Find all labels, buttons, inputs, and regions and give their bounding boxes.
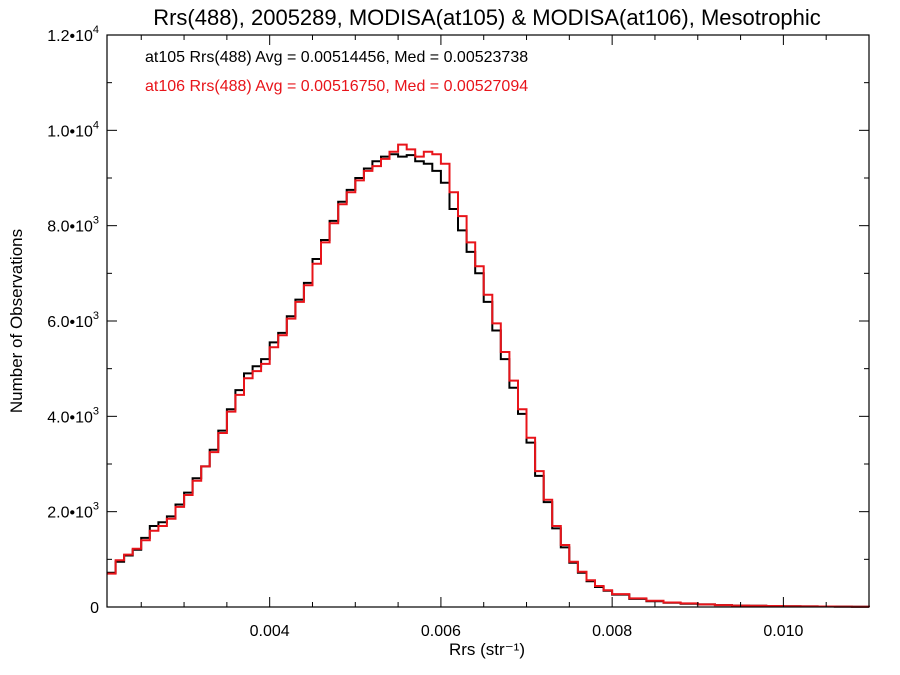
x-tick-label: 0.004 bbox=[250, 623, 290, 640]
y-tick-label: 6.0•103 bbox=[47, 310, 99, 331]
y-tick-label: 4.0•103 bbox=[47, 405, 99, 426]
x-axis-label: Rrs (str⁻¹) bbox=[449, 640, 525, 659]
x-tick-label: 0.010 bbox=[763, 623, 803, 640]
y-tick-label: 1.2•104 bbox=[47, 24, 99, 45]
x-tick-label: 0.008 bbox=[592, 623, 632, 640]
series-line-0 bbox=[107, 153, 870, 608]
labels-layer: 0.004 0.006 0.008 0.010 0 2.0•103 4.0•103 6.0•1… bbox=[47, 24, 803, 640]
series-line-1 bbox=[107, 143, 870, 608]
y-tick-label: 0 bbox=[90, 600, 99, 617]
y-axis-label: Number of Observations bbox=[7, 229, 26, 413]
ticks-layer bbox=[107, 34, 869, 608]
series-layer bbox=[107, 143, 870, 608]
chart-title: Rrs(488), 2005289, MODISA(at105) & MODIS… bbox=[153, 5, 821, 30]
plot-frame bbox=[106, 34, 870, 608]
y-tick-label: 2.0•103 bbox=[47, 501, 99, 522]
x-tick-label: 0.006 bbox=[421, 623, 461, 640]
y-tick-label: 8.0•103 bbox=[47, 215, 99, 236]
y-tick-label: 1.0•104 bbox=[47, 119, 99, 140]
stats-annotation-at105: at105 Rrs(488) Avg = 0.00514456, Med = 0… bbox=[145, 49, 528, 66]
stats-annotation-at106: at106 Rrs(488) Avg = 0.00516750, Med = 0… bbox=[145, 78, 528, 95]
